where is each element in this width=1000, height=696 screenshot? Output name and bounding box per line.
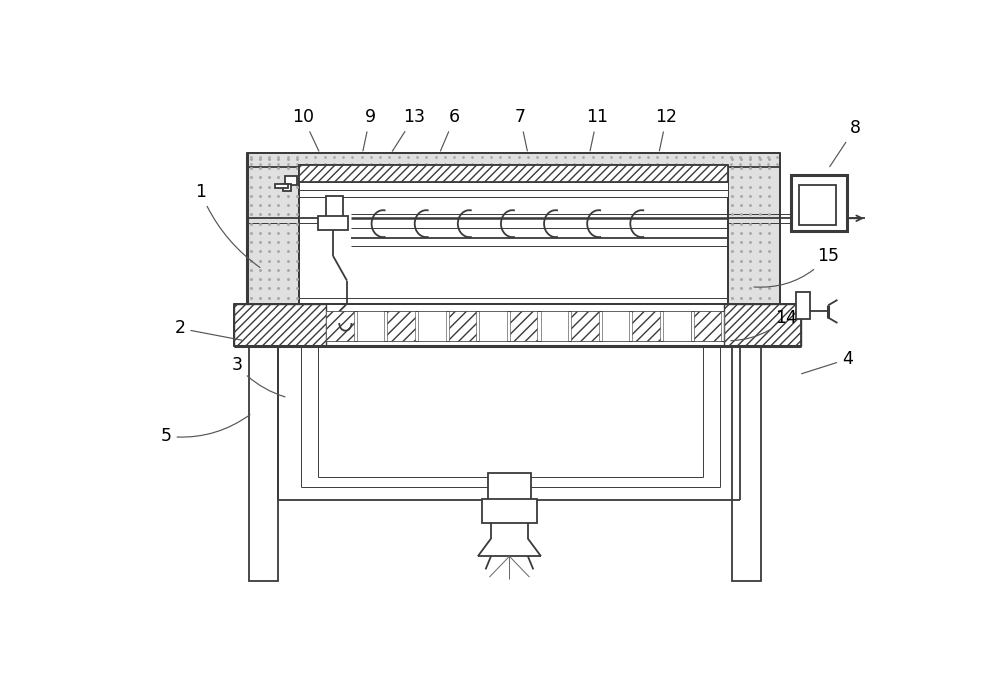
Text: 13: 13 bbox=[392, 109, 425, 151]
Bar bbox=[694, 311, 721, 341]
Bar bbox=[326, 311, 354, 341]
Bar bbox=[632, 311, 660, 341]
Bar bbox=[283, 184, 291, 191]
Text: 2: 2 bbox=[174, 319, 242, 340]
Bar bbox=[234, 303, 326, 346]
Bar bbox=[791, 175, 847, 230]
Text: 15: 15 bbox=[754, 247, 839, 287]
Bar bbox=[299, 165, 728, 182]
Text: 11: 11 bbox=[586, 109, 608, 151]
Bar bbox=[732, 346, 761, 581]
Text: 12: 12 bbox=[656, 109, 678, 151]
Text: 9: 9 bbox=[363, 109, 376, 151]
Bar bbox=[318, 216, 348, 230]
Bar bbox=[488, 473, 531, 500]
Bar bbox=[357, 311, 384, 341]
Bar bbox=[796, 292, 810, 319]
Text: 10: 10 bbox=[292, 109, 319, 151]
Bar bbox=[724, 303, 801, 346]
Bar bbox=[663, 311, 691, 341]
Bar bbox=[285, 176, 297, 185]
Bar bbox=[299, 182, 728, 190]
Bar bbox=[299, 190, 728, 198]
Text: 5: 5 bbox=[160, 415, 250, 445]
Bar bbox=[247, 153, 780, 166]
Bar bbox=[247, 154, 299, 303]
Text: 7: 7 bbox=[515, 109, 527, 151]
Bar bbox=[479, 311, 507, 341]
Text: 8: 8 bbox=[830, 119, 861, 166]
Bar bbox=[234, 303, 801, 346]
Bar bbox=[728, 154, 780, 303]
Text: 14: 14 bbox=[731, 308, 797, 340]
Bar bbox=[510, 311, 537, 341]
Bar bbox=[541, 311, 568, 341]
Text: 3: 3 bbox=[231, 356, 285, 397]
Bar bbox=[275, 184, 288, 188]
Text: 6: 6 bbox=[440, 109, 460, 151]
Bar bbox=[418, 311, 446, 341]
Bar bbox=[602, 311, 629, 341]
Bar bbox=[449, 311, 476, 341]
Bar bbox=[249, 346, 278, 581]
Bar bbox=[326, 196, 343, 219]
Bar bbox=[387, 311, 415, 341]
Bar bbox=[799, 185, 836, 226]
Bar bbox=[571, 311, 599, 341]
Text: 1: 1 bbox=[195, 183, 260, 267]
Bar bbox=[482, 498, 537, 523]
Text: 4: 4 bbox=[802, 350, 853, 374]
